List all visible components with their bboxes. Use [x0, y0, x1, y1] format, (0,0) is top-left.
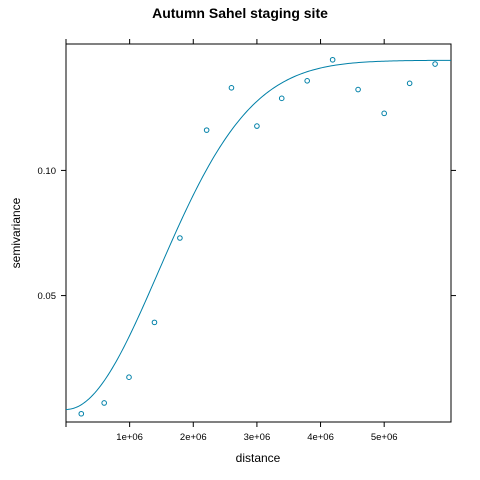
fitted-variogram-curve	[65, 59, 451, 410]
data-point	[406, 80, 413, 87]
axis-ticks	[61, 39, 456, 427]
y-tick-label: 0.05	[38, 291, 57, 302]
x-axis-label: distance	[236, 451, 281, 465]
data-point	[329, 56, 336, 63]
x-tick-label: 4e+06	[307, 432, 334, 443]
x-tick-label: 3e+06	[244, 432, 271, 443]
data-point	[151, 319, 158, 326]
data-point	[254, 123, 260, 129]
chart-title: Autumn Sahel staging site	[152, 5, 328, 21]
data-point	[177, 235, 183, 241]
data-point	[228, 85, 235, 91]
x-tick-label: 2e+06	[180, 432, 207, 443]
fitted-model-layer	[65, 59, 451, 410]
plot-frame	[65, 43, 452, 423]
data-points	[78, 56, 438, 417]
data-point	[203, 127, 210, 133]
data-point	[278, 95, 285, 102]
data-point	[101, 400, 107, 406]
data-point	[432, 61, 438, 67]
axis-tick-labels: 1e+06 2e+06 3e+06 4e+06 5e+06 0.05 0.10	[38, 166, 398, 443]
y-tick-label: 0.10	[38, 166, 57, 177]
data-point	[304, 77, 310, 84]
x-tick-label: 5e+06	[371, 432, 398, 443]
data-point	[355, 86, 361, 93]
data-point	[126, 374, 132, 380]
x-tick-label: 1e+06	[116, 432, 143, 443]
data-point	[381, 110, 387, 117]
y-axis-label: semivariance	[9, 197, 23, 268]
data-point	[78, 410, 85, 417]
